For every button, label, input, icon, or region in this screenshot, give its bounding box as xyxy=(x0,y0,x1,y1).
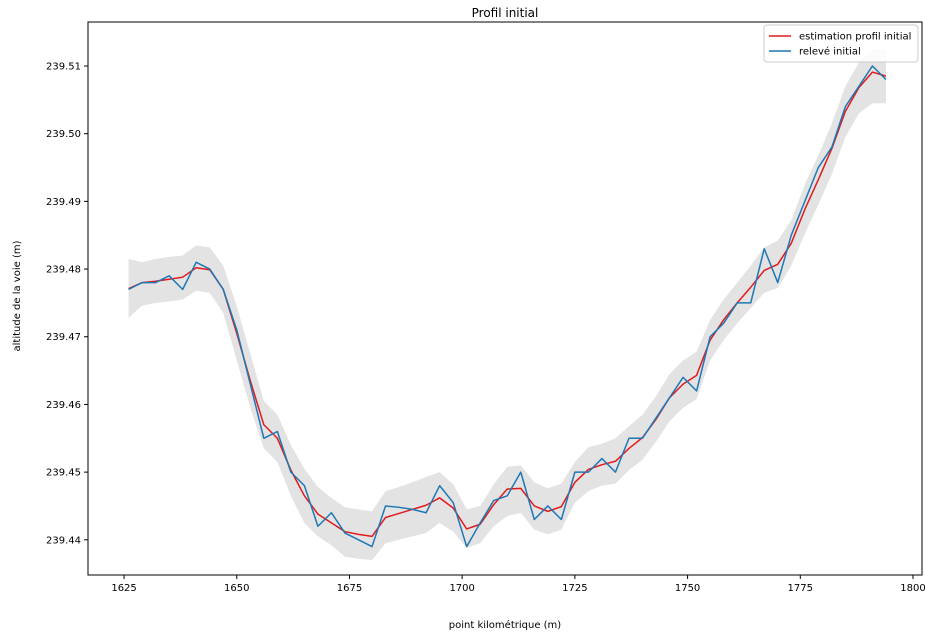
legend-label-releve: relevé initial xyxy=(799,46,861,58)
x-axis-label: point kilométrique (m) xyxy=(449,619,562,631)
x-tick-label: 1800 xyxy=(900,583,925,594)
legend-box xyxy=(763,24,919,63)
plot-frame xyxy=(87,21,923,576)
y-tick-label: 239.48 xyxy=(46,265,81,276)
y-tick-label: 239.50 xyxy=(46,129,81,140)
series-line-1 xyxy=(128,65,887,548)
x-tick-label: 1675 xyxy=(337,583,362,594)
x-tick-label: 1700 xyxy=(449,583,474,594)
x-tick-label: 1725 xyxy=(562,583,587,594)
legend: estimation profil initial relevé initial xyxy=(763,24,919,63)
x-tick-label: 1750 xyxy=(675,583,700,594)
y-tick-label: 239.47 xyxy=(46,332,81,343)
confidence-band xyxy=(128,49,886,561)
series-line-0 xyxy=(128,71,887,538)
y-axis-ticks: 239.44 239.45 239.46 239.47 239.48 239.49 239.… xyxy=(46,61,88,546)
legend-label-estimation: estimation profil initial xyxy=(799,32,911,43)
chart-title: Profil initial xyxy=(472,6,539,20)
y-tick-label: 239.45 xyxy=(46,468,81,479)
x-axis-ticks: 1625 1650 1675 1700 1725 1750 1775 1800 xyxy=(111,575,925,594)
y-tick-label: 239.51 xyxy=(46,61,81,72)
y-axis-label: altitude de la voie (m) xyxy=(12,240,23,351)
x-tick-label: 1625 xyxy=(111,583,136,594)
confidence-band-layer xyxy=(128,49,886,561)
series-layer xyxy=(128,65,887,548)
y-tick-label: 239.44 xyxy=(46,535,81,546)
y-tick-label: 239.46 xyxy=(46,400,81,411)
x-tick-label: 1650 xyxy=(224,583,249,594)
y-tick-label: 239.49 xyxy=(46,197,81,208)
x-tick-label: 1775 xyxy=(788,583,813,594)
